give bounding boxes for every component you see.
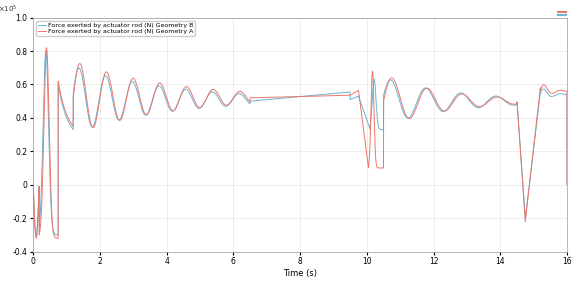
Force exerted by actuator rod (N) Geometry A <box>426 87 433 91</box>
Force exerted by actuator rod (N) Geometry A <box>454 94 461 98</box>
Force exerted by actuator rod (N) Geometry A <box>30 183 37 186</box>
Force exerted by actuator rod (N) Geometry A <box>33 236 40 240</box>
Force exerted by actuator rod (N) Geometry B <box>426 89 433 92</box>
Force exerted by actuator rod (N) Geometry B <box>43 49 50 53</box>
X-axis label: Time (s): Time (s) <box>283 269 317 278</box>
Force exerted by actuator rod (N) Geometry A <box>369 69 376 73</box>
Force exerted by actuator rod (N) Geometry B <box>369 95 376 99</box>
Force exerted by actuator rod (N) Geometry A <box>346 94 353 97</box>
Line: Force exerted by actuator rod (N) Geometry B: Force exerted by actuator rod (N) Geomet… <box>33 51 567 235</box>
Force exerted by actuator rod (N) Geometry A <box>223 103 230 107</box>
Force exerted by actuator rod (N) Geometry B <box>454 92 461 96</box>
Force exerted by actuator rod (N) Geometry A <box>43 46 50 49</box>
Text: $\times10^5$: $\times10^5$ <box>0 4 18 15</box>
Force exerted by actuator rod (N) Geometry A <box>563 183 570 186</box>
Force exerted by actuator rod (N) Geometry B <box>223 104 230 108</box>
Force exerted by actuator rod (N) Geometry B <box>33 233 40 237</box>
Force exerted by actuator rod (N) Geometry B <box>56 93 63 97</box>
Force exerted by actuator rod (N) Geometry A <box>56 90 63 93</box>
Force exerted by actuator rod (N) Geometry B <box>346 90 353 94</box>
Legend: Force exerted by actuator rod (N) Geometry B, Force exerted by actuator rod (N) : Force exerted by actuator rod (N) Geomet… <box>36 21 195 36</box>
Line: Force exerted by actuator rod (N) Geometry A: Force exerted by actuator rod (N) Geomet… <box>33 48 567 238</box>
Force exerted by actuator rod (N) Geometry B <box>563 183 570 186</box>
Force exerted by actuator rod (N) Geometry B <box>30 183 37 186</box>
